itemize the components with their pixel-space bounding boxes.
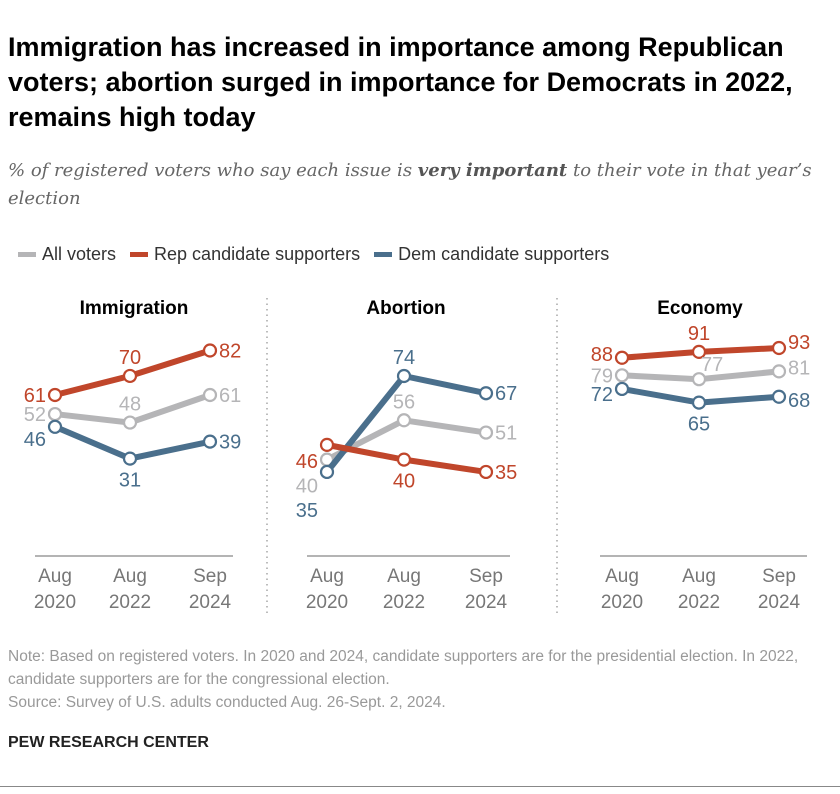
- data-point: [478, 386, 494, 401]
- legend-item-dem: Dem candidate supporters: [374, 244, 609, 265]
- data-point: [614, 350, 630, 365]
- data-label: 82: [219, 340, 241, 362]
- legend-label: Dem candidate supporters: [398, 244, 610, 264]
- data-label: 81: [788, 357, 810, 379]
- data-point: [771, 340, 787, 356]
- x-tick-label: 2024: [758, 592, 801, 613]
- x-tick-label: Sep: [193, 566, 227, 587]
- x-tick-label: 2022: [383, 592, 425, 613]
- x-tick-label: 2024: [465, 592, 508, 613]
- data-label: 52: [24, 404, 46, 426]
- data-label: 74: [393, 347, 415, 369]
- data-point: [122, 368, 138, 384]
- data-label: 40: [296, 476, 318, 498]
- legend: All voters Rep candidate supporters Dem …: [18, 244, 609, 265]
- x-tick-label: 2020: [601, 592, 643, 613]
- legend-item-rep: Rep candidate supporters: [130, 244, 360, 265]
- legend-swatch: [130, 252, 149, 257]
- legend-swatch: [18, 252, 36, 257]
- panel-economy: Economy Aug 2020 Aug 2022 Sep 2024 79 77 81 72 65 68…: [591, 298, 811, 613]
- data-label: 72: [591, 384, 613, 406]
- data-label: 77: [701, 354, 723, 376]
- data-label: 70: [119, 347, 141, 369]
- data-point: [122, 415, 138, 430]
- data-point: [202, 343, 218, 358]
- divider: [0, 786, 840, 787]
- chart-area: Immigration Aug 2020 Aug 2022 Sep 2024 52 48 61 46…: [24, 298, 811, 615]
- subtitle-text: % of registered voters who say each issu…: [8, 160, 418, 181]
- data-label: 56: [393, 391, 415, 413]
- data-point: [47, 406, 63, 422]
- x-tick-label: Sep: [469, 566, 503, 587]
- data-label: 91: [688, 323, 710, 345]
- data-label: 68: [788, 390, 810, 412]
- x-tick-label: Aug: [605, 566, 639, 587]
- data-label: 51: [495, 423, 517, 445]
- x-tick-label: Aug: [387, 566, 421, 587]
- x-tick-label: Aug: [113, 566, 147, 587]
- data-label: 67: [495, 383, 517, 405]
- data-point: [122, 451, 138, 466]
- data-point: [478, 425, 494, 440]
- data-label: 61: [219, 385, 241, 407]
- brand-logo: PEW RESEARCH CENTER: [8, 734, 209, 751]
- chart-subtitle: % of registered voters who say each issu…: [8, 157, 828, 213]
- subtitle-text-end: to their vote in that year’s election: [8, 160, 812, 209]
- chart-title: Immigration has increased in importance …: [8, 32, 793, 132]
- data-label: 79: [591, 365, 613, 387]
- data-label: 46: [24, 429, 46, 451]
- legend-item-all-voters: All voters: [18, 244, 116, 265]
- panel-title: Economy: [657, 298, 743, 319]
- data-label: 35: [495, 462, 517, 484]
- data-point: [691, 372, 707, 387]
- data-point: [396, 452, 412, 467]
- data-point: [319, 464, 335, 480]
- data-label: 65: [688, 414, 710, 436]
- x-tick-label: Aug: [682, 566, 716, 587]
- data-point: [396, 413, 412, 428]
- data-point: [319, 437, 335, 452]
- x-tick-label: Aug: [38, 566, 72, 587]
- data-point: [771, 364, 787, 379]
- panel-title: Abortion: [366, 298, 445, 319]
- data-label: 46: [296, 451, 318, 473]
- data-label: 40: [393, 471, 415, 493]
- data-point: [771, 389, 787, 404]
- note: Note: Based on registered voters. In 202…: [8, 645, 828, 714]
- data-point: [47, 419, 63, 434]
- data-point: [691, 395, 707, 410]
- data-label: 48: [119, 394, 141, 416]
- x-tick-label: 2020: [306, 592, 348, 613]
- data-point: [691, 344, 707, 359]
- data-label: 35: [296, 500, 318, 522]
- x-tick-label: Aug: [310, 566, 344, 587]
- panel-abortion: Abortion Aug 2020 Aug 2022 Sep 2024 40 56 51 35 74 6…: [296, 298, 518, 613]
- x-tick-label: Sep: [762, 566, 796, 587]
- source-text: Source: Survey of U.S. adults conducted …: [8, 694, 446, 711]
- data-point: [47, 387, 63, 403]
- data-point: [478, 464, 494, 480]
- data-label: 39: [219, 432, 241, 454]
- data-point: [614, 368, 630, 383]
- x-tick-label: 2020: [34, 592, 76, 613]
- data-label: 61: [24, 385, 46, 407]
- legend-label: All voters: [42, 244, 117, 264]
- legend-swatch: [374, 252, 393, 257]
- legend-label: Rep candidate supporters: [154, 244, 361, 264]
- data-point: [614, 381, 630, 397]
- panel-title: Immigration: [80, 298, 189, 319]
- x-tick-label: 2022: [678, 592, 720, 613]
- note-text: Note: Based on registered voters. In 202…: [8, 648, 799, 688]
- subtitle-emphasis: very important: [417, 160, 568, 181]
- data-point: [202, 387, 218, 403]
- data-label: 93: [788, 332, 810, 354]
- data-label: 88: [591, 344, 613, 366]
- data-point: [396, 368, 412, 384]
- data-point: [202, 434, 218, 449]
- x-tick-label: 2024: [189, 592, 232, 613]
- data-label: 31: [119, 470, 141, 492]
- panel-immigration: Immigration Aug 2020 Aug 2022 Sep 2024 52 48 61 46…: [24, 298, 242, 613]
- x-tick-label: 2022: [109, 592, 151, 613]
